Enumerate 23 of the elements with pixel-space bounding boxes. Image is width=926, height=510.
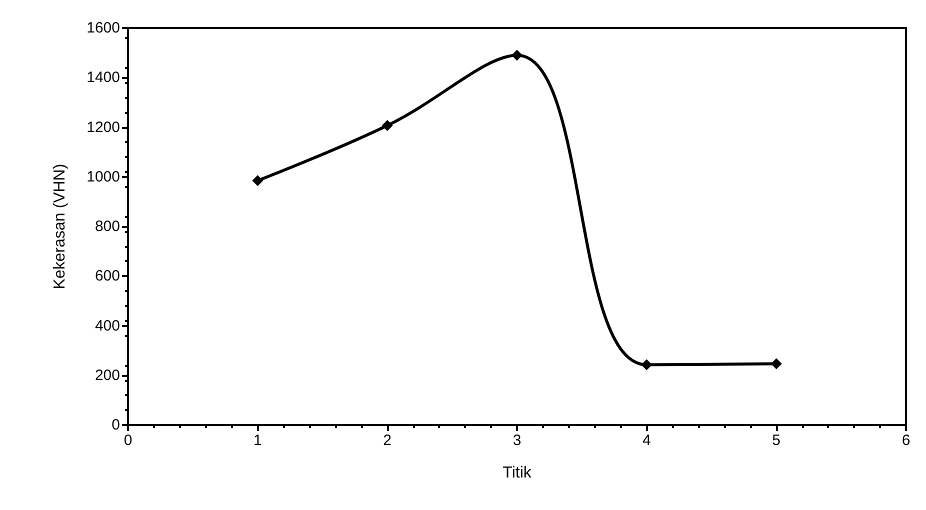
point xyxy=(382,120,393,132)
y-axis-title: Kekerasan (VHN) xyxy=(52,164,68,290)
x-tick-label: 4 xyxy=(642,432,651,449)
y-tick-label: 600 xyxy=(94,268,120,285)
y-tick-label: 800 xyxy=(94,218,120,235)
x-tick-label: 2 xyxy=(383,432,392,449)
y-tick-label: 1000 xyxy=(86,168,120,186)
y-tick-label: 0 xyxy=(112,416,120,434)
point xyxy=(641,359,652,370)
x-axis-title: Titik xyxy=(502,464,532,482)
point xyxy=(252,175,264,186)
point xyxy=(770,358,782,370)
point xyxy=(512,50,522,61)
y-tick-label: 200 xyxy=(94,366,120,384)
x-tick-label: 0 xyxy=(124,432,132,449)
x-tick-label: 3 xyxy=(512,432,522,449)
x-tick-label: 5 xyxy=(772,432,781,449)
y-tick-label: 1400 xyxy=(86,69,120,86)
x-tick-label: 1 xyxy=(253,432,262,449)
y-tick-label: 1600 xyxy=(86,20,120,36)
y-tick-label: 400 xyxy=(94,317,120,334)
x-tick-label: 6 xyxy=(902,432,910,449)
y-tick-label: 1200 xyxy=(86,118,120,136)
